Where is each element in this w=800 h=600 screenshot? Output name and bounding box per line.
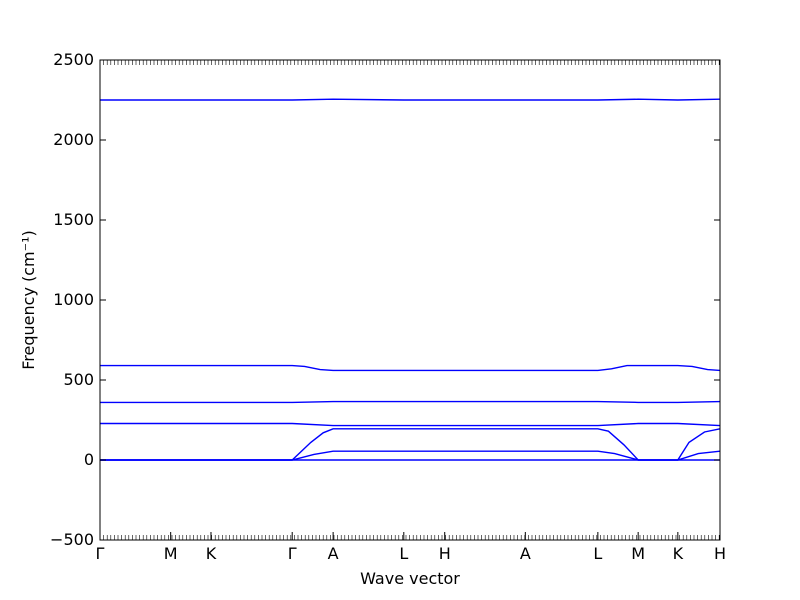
x-tick-label: K (673, 544, 684, 563)
y-tick-label: −500 (50, 530, 94, 549)
dispersion-branch-6 (100, 364, 721, 372)
x-tick-label: A (520, 544, 531, 563)
y-tick-layer: −500 0 500 1000 1500 2000 2500 (50, 50, 720, 549)
x-tick-label: Γ (96, 544, 105, 563)
series-layer (100, 98, 721, 461)
x-tick-label: A (328, 544, 339, 563)
x-tick-label: H (439, 544, 451, 563)
x-tick-label: L (593, 544, 602, 563)
x-tick-label: M (631, 544, 645, 563)
dispersion-branch-4 (100, 422, 721, 427)
y-tick-label: 0 (84, 450, 94, 469)
x-tick-label: K (206, 544, 217, 563)
plot-frame (99, 59, 721, 541)
x-axis-label: Wave vector (360, 569, 460, 588)
minor-tick-marks (99, 60, 720, 540)
x-tick-label: M (164, 544, 178, 563)
y-axis-label: Frequency (cm⁻¹) (19, 230, 38, 369)
dispersion-branch-3 (100, 428, 721, 461)
x-tick-label: Γ (288, 544, 297, 563)
minor-ticks (99, 60, 720, 540)
x-tick-label: H (714, 544, 726, 563)
y-tick-label: 2000 (53, 130, 94, 149)
y-tick-label: 2500 (53, 50, 94, 69)
dispersion-branch-5 (100, 400, 721, 404)
y-tick-label: 1500 (53, 210, 94, 229)
x-tick-label: L (399, 544, 408, 563)
dispersion-branch-2 (100, 450, 721, 461)
y-tick-label: 500 (63, 370, 94, 389)
y-tick-label: 1000 (53, 290, 94, 309)
dispersion-branch-7 (100, 98, 721, 101)
